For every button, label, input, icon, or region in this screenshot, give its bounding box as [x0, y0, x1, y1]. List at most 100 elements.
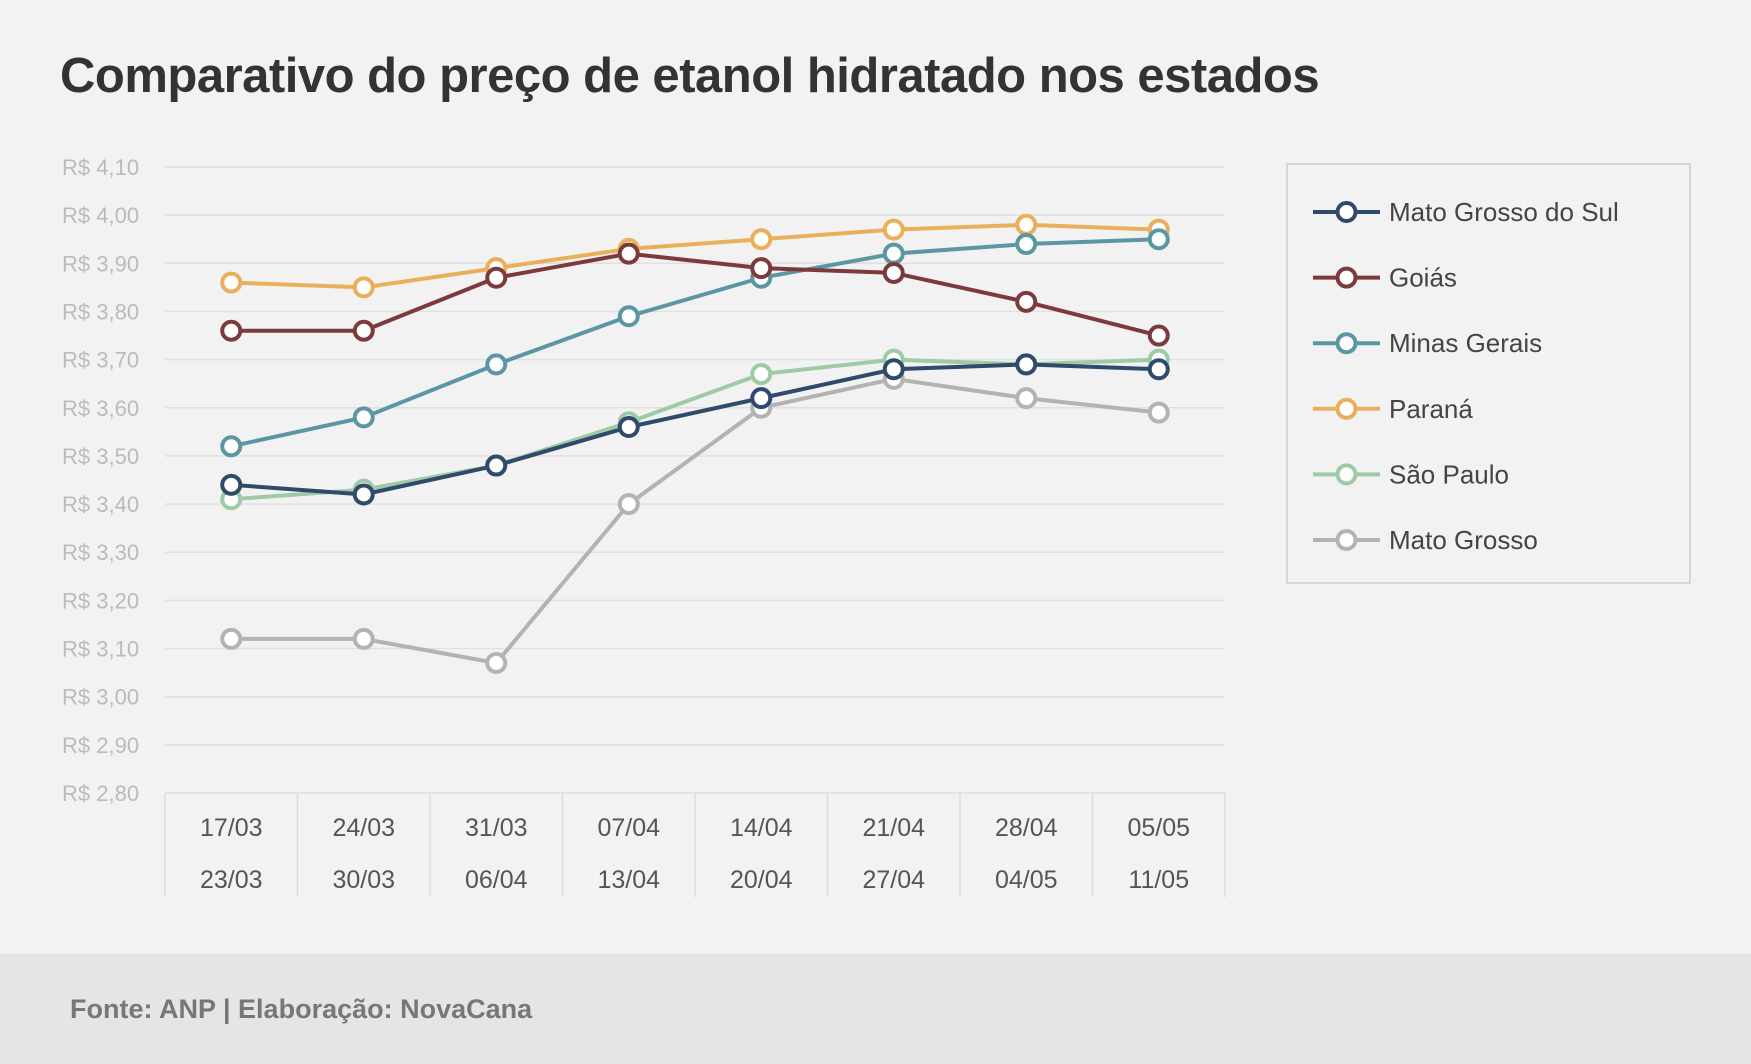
data-point [1147, 358, 1170, 381]
legend-label: Paraná [1389, 394, 1473, 424]
y-tick-label: R$ 3,80 [62, 299, 139, 324]
y-axis: R$ 4,10 R$ 4,00 R$ 3,90 R$ 3,80 R$ 3,70 R$ 3,… [62, 155, 139, 806]
series-layer [220, 213, 1170, 674]
x-tick-label-end: 27/04 [862, 866, 925, 894]
x-tick-label-end: 04/05 [995, 866, 1058, 894]
y-tick-label: R$ 3,60 [62, 396, 139, 421]
legend-item: São Paulo [1313, 459, 1509, 489]
series-line [229, 251, 1161, 338]
x-tick-label-end: 23/03 [200, 866, 263, 894]
y-tick-label: R$ 3,20 [62, 588, 139, 613]
data-point [750, 363, 773, 386]
series-line [229, 376, 1161, 665]
data-point [882, 261, 905, 284]
data-point [882, 358, 905, 381]
data-point [1147, 324, 1170, 347]
data-point [352, 406, 375, 429]
data-point [617, 416, 640, 439]
y-tick-label: R$ 3,70 [62, 348, 139, 373]
data-point [1147, 401, 1170, 424]
data-point [1015, 233, 1038, 256]
x-tick-label-end: 30/03 [332, 866, 395, 894]
data-point [352, 627, 375, 650]
y-tick-label: R$ 3,10 [62, 637, 139, 662]
x-tick-label-start: 21/04 [862, 814, 925, 842]
series-line [229, 222, 1161, 290]
legend-label: Mato Grosso [1389, 525, 1538, 555]
data-point [220, 435, 243, 458]
data-point [352, 483, 375, 506]
x-tick-label-start: 05/05 [1127, 814, 1190, 842]
x-tick-label-start: 07/04 [597, 814, 660, 842]
data-point [485, 651, 508, 674]
data-point [485, 454, 508, 477]
y-tick-label: R$ 3,40 [62, 492, 139, 517]
series-3 [220, 213, 1170, 299]
data-point [220, 627, 243, 650]
x-tick-label-end: 13/04 [597, 866, 660, 894]
legend-item: Minas Gerais [1313, 328, 1542, 358]
data-point [352, 319, 375, 342]
data-point [220, 319, 243, 342]
y-tick-label: R$ 3,30 [62, 540, 139, 565]
data-point [882, 242, 905, 265]
data-point [617, 493, 640, 516]
legend-box [1286, 163, 1691, 584]
y-tick-label: R$ 4,10 [62, 155, 139, 180]
y-tick-label: R$ 4,00 [62, 203, 139, 228]
legend-marker [1335, 201, 1358, 223]
legend-item: Paraná [1313, 394, 1473, 424]
series-line [229, 362, 1161, 497]
legend-item: Goiás [1313, 263, 1457, 293]
legend-label: Mato Grosso do Sul [1389, 197, 1619, 227]
legend-marker [1335, 463, 1358, 486]
legend-marker [1335, 332, 1358, 355]
data-point [220, 271, 243, 294]
x-tick-label-start: 17/03 [200, 814, 263, 842]
data-point [882, 218, 905, 241]
series-line [229, 357, 1161, 502]
x-tick-label-start: 14/04 [730, 814, 793, 842]
data-point [1015, 353, 1038, 376]
legend-marker [1335, 266, 1358, 289]
x-tick-label-start: 31/03 [465, 814, 528, 842]
x-tick-label-start: 24/03 [332, 814, 395, 842]
series-0 [220, 353, 1170, 506]
x-axis: 17/03 23/03 24/03 30/03 31/03 06/04 07/04 13/04… [164, 793, 1226, 897]
series-1 [220, 242, 1170, 347]
x-tick-label-end: 11/05 [1128, 866, 1189, 894]
data-point [485, 266, 508, 289]
legend-marker [1335, 529, 1358, 551]
data-point [1015, 290, 1038, 313]
data-point [750, 387, 773, 410]
x-tick-label-end: 20/04 [730, 866, 793, 894]
data-point [1015, 387, 1038, 410]
y-tick-label: R$ 2,80 [62, 781, 139, 806]
source-note: Fonte: ANP | Elaboração: NovaCana [70, 994, 533, 1024]
legend-label: Minas Gerais [1389, 328, 1542, 358]
legend: Mato Grosso do Sul Goiás Minas Gerais Paran… [1286, 163, 1691, 584]
footer: Fonte: ANP | Elaboração: NovaCana [0, 954, 1751, 1064]
y-tick-label: R$ 2,90 [62, 733, 139, 758]
data-point [1147, 228, 1170, 251]
chart-title: Comparativo do preço de etanol hidratado… [60, 49, 1320, 103]
data-point [352, 276, 375, 299]
data-point [750, 257, 773, 280]
y-tick-label: R$ 3,90 [62, 251, 139, 276]
legend-label: Goiás [1389, 263, 1457, 293]
data-point [220, 473, 243, 496]
legend-item: Mato Grosso do Sul [1313, 197, 1619, 227]
series-line [229, 237, 1161, 449]
data-point [485, 353, 508, 376]
x-tick-label-start: 28/04 [995, 814, 1058, 842]
data-point [617, 305, 640, 328]
series-5 [220, 367, 1170, 674]
y-tick-label: R$ 3,50 [62, 444, 139, 469]
data-point [750, 228, 773, 251]
line-chart: R$ 4,10 R$ 4,00 R$ 3,90 R$ 3,80 R$ 3,70 R$ 3,… [62, 155, 1691, 897]
legend-marker [1335, 397, 1358, 420]
x-tick-label-end: 06/04 [465, 866, 528, 894]
legend-label: São Paulo [1389, 459, 1509, 489]
data-point [1015, 213, 1038, 236]
legend-item: Mato Grosso [1313, 525, 1538, 555]
